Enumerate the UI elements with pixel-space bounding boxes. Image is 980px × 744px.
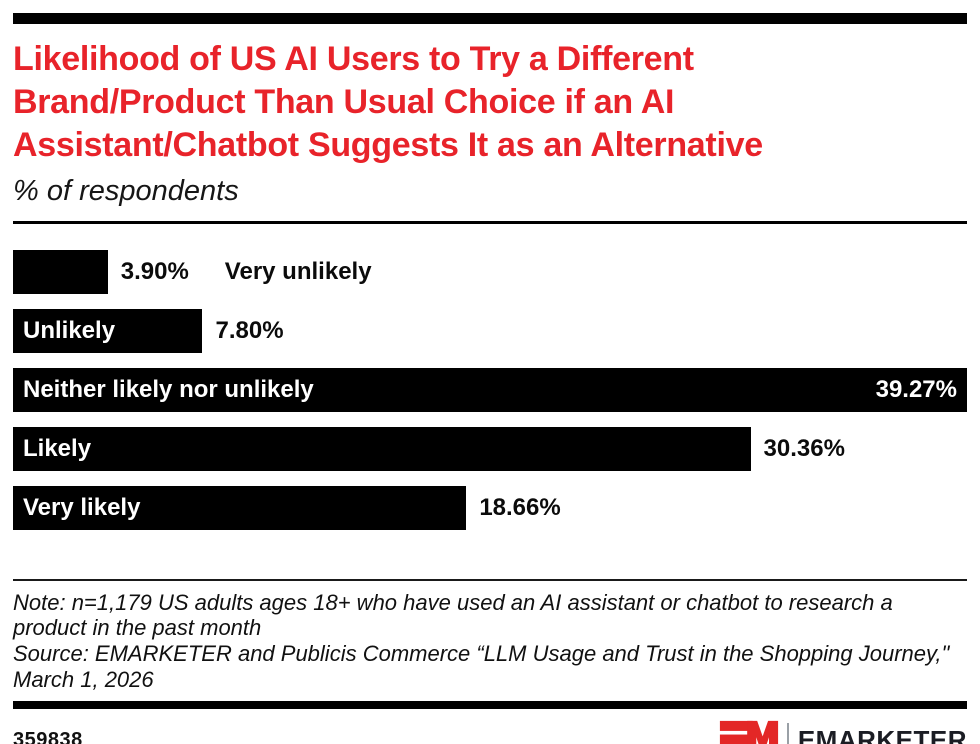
- bar-label: Neither likely nor unlikely: [23, 375, 314, 403]
- bar: [13, 249, 108, 294]
- bottom-rule: [13, 701, 967, 710]
- footer-divider: [13, 578, 967, 581]
- chart-subtitle: % of respondents: [13, 174, 239, 207]
- bar-chart: 3.90% Very unlikely Unlikely 7.80% Neither l…: [13, 249, 967, 530]
- bar-value: 39.27%: [875, 375, 957, 403]
- chart-title: Likelihood of US AI Users to Try a Diffe…: [13, 40, 763, 165]
- bar-label: Very likely: [23, 493, 141, 521]
- bar: Neither likely nor unlikely 39.27%: [13, 367, 967, 412]
- chart-id: 359838: [13, 728, 83, 744]
- source-text: Source: EMARKETER and Publicis Commerce …: [13, 640, 950, 692]
- bar-row: Very likely 18.66%: [13, 485, 967, 530]
- bar: Unlikely: [13, 308, 203, 353]
- bar-row: Likely 30.36%: [13, 426, 967, 471]
- brand-divider: [786, 723, 789, 744]
- header-divider: [13, 220, 967, 224]
- bar-label: Likely: [23, 434, 92, 462]
- bar-row: Neither likely nor unlikely 39.27%: [13, 367, 967, 412]
- bar-label: Unlikely: [23, 316, 116, 344]
- emarketer-logomark-icon: [719, 721, 778, 744]
- footer-row: 359838 EMARKETER: [13, 720, 967, 744]
- notes-block: Note: n=1,179 US adults ages 18+ who hav…: [13, 590, 953, 693]
- top-rule: [13, 13, 967, 24]
- note-text: Note: n=1,179 US adults ages 18+ who hav…: [13, 589, 893, 641]
- bar-value: 7.80%: [215, 316, 284, 344]
- bar-row: 3.90% Very unlikely: [13, 249, 967, 294]
- brand-logo: EMARKETER: [719, 720, 967, 744]
- bar-row: Unlikely 7.80%: [13, 308, 967, 353]
- bar-label: Very unlikely: [224, 257, 372, 285]
- bar: Likely: [13, 426, 751, 471]
- bar-value: 3.90%: [120, 257, 189, 285]
- bar-value: 18.66%: [479, 493, 561, 521]
- bar-value: 30.36%: [763, 434, 845, 462]
- brand-name: EMARKETER: [797, 724, 967, 744]
- bar: Very likely: [13, 485, 467, 530]
